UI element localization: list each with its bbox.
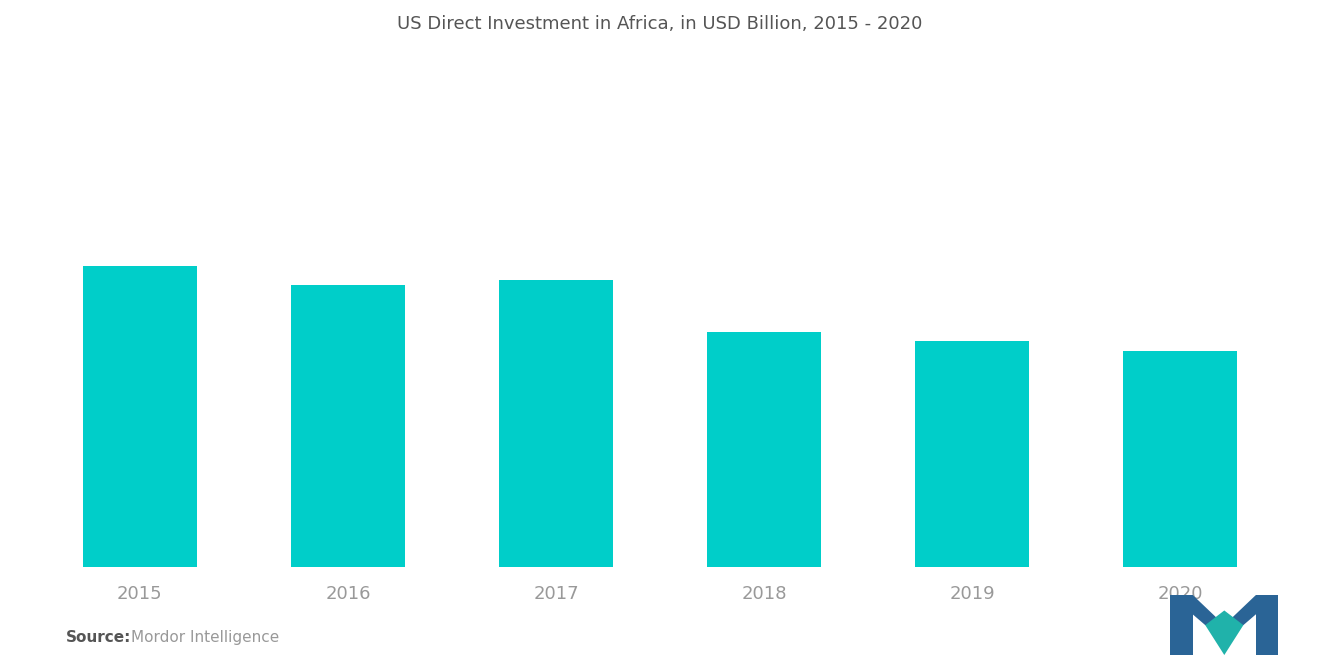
Bar	[499, 280, 614, 567]
Title: US Direct Investment in Africa, in USD Billion, 2015 - 2020: US Direct Investment in Africa, in USD B…	[397, 15, 923, 33]
Bar	[706, 332, 821, 567]
Bar	[915, 341, 1030, 567]
Bar	[83, 266, 197, 567]
Text: Source:: Source:	[66, 630, 132, 645]
Bar	[290, 285, 405, 567]
Text: Mordor Intelligence: Mordor Intelligence	[131, 630, 279, 645]
Bar	[1123, 350, 1237, 567]
